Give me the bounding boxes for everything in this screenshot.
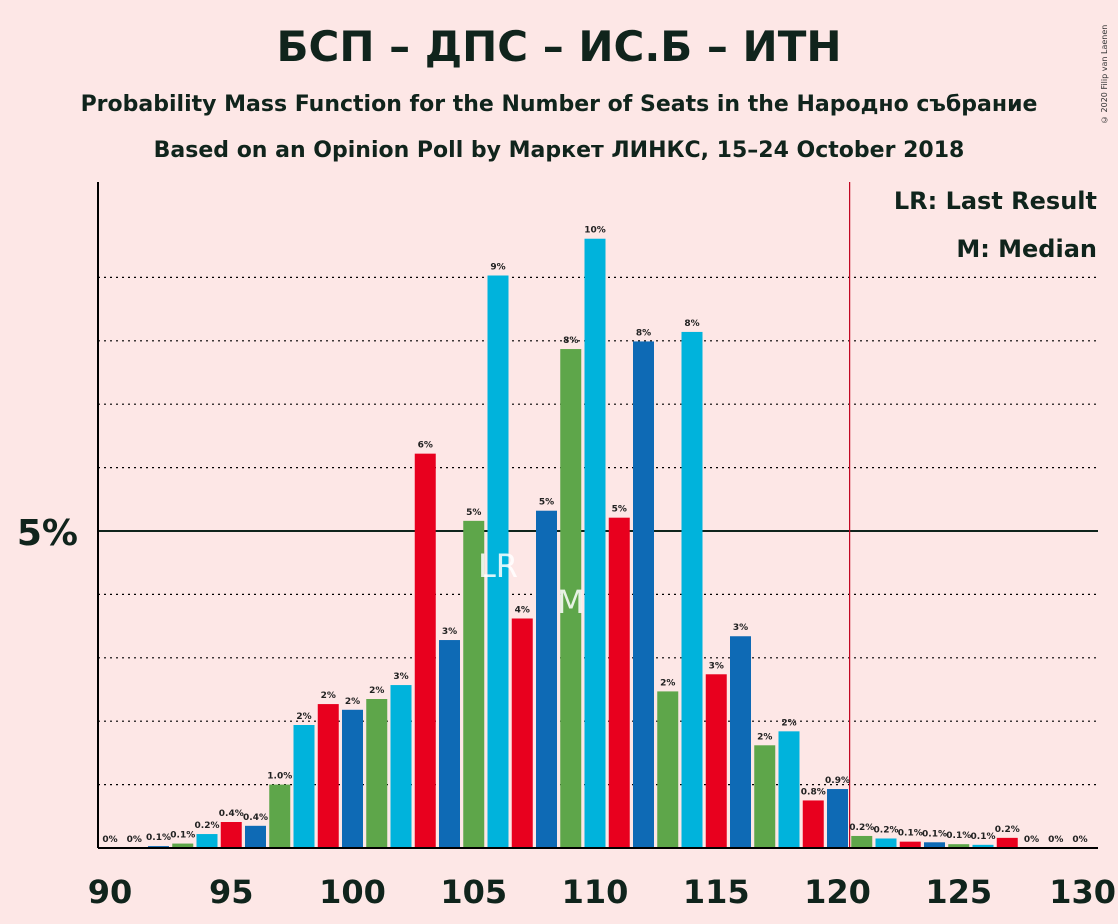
median-marker: M (557, 583, 585, 621)
bar-117 (754, 745, 776, 848)
x-tick-label: 120 (804, 873, 871, 911)
bar-value-label: 0.2% (874, 825, 899, 835)
legend-last-result: LR: Last Result (894, 187, 1097, 215)
bar-value-label: 6% (418, 441, 433, 451)
bar-113 (657, 691, 679, 848)
bar-value-label: 9% (490, 262, 505, 272)
bar-value-label: 2% (345, 697, 360, 707)
bar-value-label: 0.4% (219, 809, 244, 819)
bar-118 (778, 731, 800, 848)
bar-123 (899, 841, 921, 848)
bar-101 (366, 699, 388, 848)
bar-value-label: 5% (466, 508, 481, 518)
bar-value-label: 0.8% (801, 787, 826, 797)
bar-115 (705, 674, 727, 848)
bar-value-label: 0.2% (849, 823, 874, 833)
x-tick-label: 105 (440, 873, 507, 911)
bar-114 (681, 331, 703, 848)
bar-value-label: 3% (733, 623, 748, 633)
bar-value-label: 0.4% (243, 813, 268, 823)
bar-value-label: 2% (781, 718, 796, 728)
bar-108 (536, 510, 557, 848)
bar-111 (608, 517, 630, 848)
bar-value-label: 0% (127, 835, 142, 845)
chart-subtitle: Probability Mass Function for the Number… (80, 92, 1038, 117)
bar-102 (390, 685, 412, 848)
bar-110 (584, 238, 606, 848)
bar-value-label: 2% (369, 686, 384, 696)
bar-value-label: 4% (515, 605, 530, 615)
bar-value-label: 3% (442, 627, 457, 637)
bar-value-label: 8% (563, 336, 578, 346)
bar-122 (875, 838, 897, 848)
bar-value-label: 0.1% (898, 829, 923, 839)
x-tick-label: 100 (319, 873, 386, 911)
bar-120 (827, 789, 848, 848)
bar-93 (172, 843, 194, 848)
bar-109 (560, 349, 582, 848)
bar-value-label: 8% (684, 319, 699, 329)
bar-124 (924, 842, 945, 848)
bar-95 (220, 822, 242, 848)
x-tick-label: 125 (925, 873, 992, 911)
bar-value-label: 0% (1048, 835, 1063, 845)
bar-127 (996, 837, 1018, 848)
bar-value-label: 8% (636, 328, 651, 338)
bar-value-label: 5% (612, 505, 627, 515)
y-tick-label: 5% (17, 513, 78, 554)
bar-125 (948, 844, 970, 848)
x-tick-label: 115 (683, 873, 750, 911)
bar-value-label: 3% (709, 661, 724, 671)
bar-103 (414, 453, 436, 848)
bar-106 (487, 275, 509, 848)
bar-99 (317, 704, 339, 848)
bar-value-label: 1.0% (267, 772, 292, 782)
chart-title: БСП – ДПС – ИС.Б – ИТН (276, 22, 842, 71)
bar-value-label: 10% (584, 226, 606, 236)
bar-126 (972, 844, 994, 848)
bar-112 (633, 341, 654, 848)
bar-107 (511, 618, 533, 848)
x-tick-label: 110 (562, 873, 629, 911)
bar-value-label: 2% (296, 712, 311, 722)
bar-94 (196, 834, 218, 848)
legend-median: M: Median (956, 235, 1097, 263)
bar-value-label: 3% (393, 672, 408, 682)
bar-96 (245, 825, 266, 848)
bar-119 (802, 800, 824, 848)
bar-value-label: 2% (321, 691, 336, 701)
bar-value-label: 5% (539, 498, 554, 508)
bar-105 (463, 520, 485, 848)
bar-value-label: 0% (1024, 835, 1039, 845)
last-result-marker: LR (478, 547, 518, 585)
bar-104 (439, 640, 460, 848)
bar-value-label: 0.1% (146, 833, 171, 843)
bar-116 (730, 636, 751, 848)
bar-100 (342, 709, 363, 848)
bar-97 (269, 784, 291, 848)
bar-value-label: 0.9% (825, 776, 850, 786)
bar-value-label: 0.1% (946, 831, 971, 841)
x-tick-label: 95 (209, 873, 254, 911)
bar-121 (851, 835, 873, 848)
bar-value-label: 0% (1072, 835, 1087, 845)
bar-value-label: 0.1% (170, 831, 195, 841)
bar-value-label: 0% (102, 835, 117, 845)
bar-98 (293, 725, 315, 848)
bar-value-label: 2% (660, 678, 675, 688)
bar-value-label: 0.1% (922, 829, 947, 839)
chart-source: Based on an Opinion Poll by Маркет ЛИНКС… (153, 138, 965, 163)
bar-value-label: 2% (757, 732, 772, 742)
bar-value-label: 0.2% (995, 825, 1020, 835)
x-tick-label: 90 (88, 873, 133, 911)
x-tick-label: 130 (1049, 873, 1116, 911)
bar-value-label: 0.2% (195, 821, 220, 831)
bar-value-label: 0.1% (971, 832, 996, 842)
